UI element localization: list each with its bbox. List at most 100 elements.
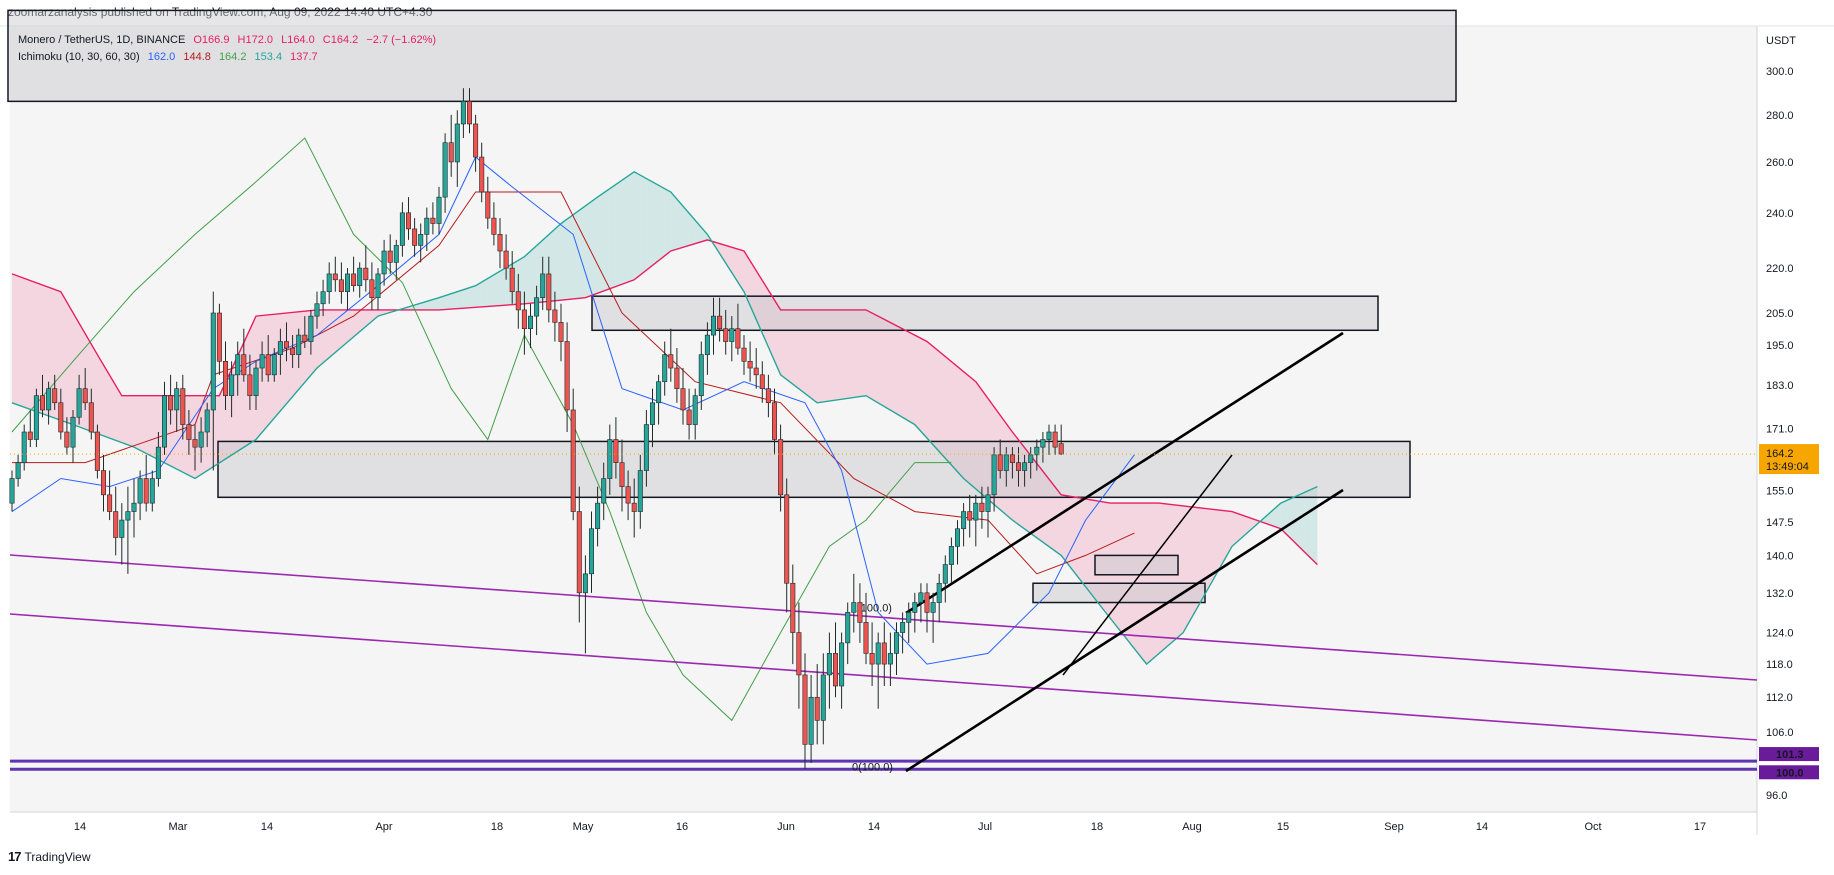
cloud-segment xyxy=(432,297,439,310)
price-tick-label: 300.0 xyxy=(1766,66,1794,78)
candle xyxy=(643,409,649,487)
channel-inner-line xyxy=(1062,454,1233,676)
cloud-segment xyxy=(1262,513,1269,525)
candle-body xyxy=(405,212,411,230)
candle xyxy=(466,88,472,134)
cloud-segment xyxy=(725,245,732,272)
time-tick-label: 15 xyxy=(1277,821,1289,833)
candle xyxy=(259,341,265,382)
level-price-label: 100.0 xyxy=(1776,767,1804,779)
candle xyxy=(881,622,887,686)
candle-body xyxy=(192,439,198,448)
cloud-segment xyxy=(615,180,622,287)
time-tick-label: Mar xyxy=(169,821,188,833)
candle xyxy=(405,197,411,240)
candle xyxy=(302,316,308,349)
cloud-segment xyxy=(664,188,671,256)
candle xyxy=(863,592,869,665)
cloud-segment xyxy=(719,243,726,263)
candle xyxy=(412,218,418,257)
candle xyxy=(424,207,430,252)
cloud-segment xyxy=(890,322,897,414)
price-zone xyxy=(1094,554,1179,576)
cloud-segment xyxy=(701,227,708,242)
candle xyxy=(576,486,582,623)
cloud-segment xyxy=(902,328,909,421)
candle-body xyxy=(21,431,27,463)
candle xyxy=(662,341,668,396)
cloud-segment xyxy=(347,309,354,342)
cloud-segment xyxy=(689,212,696,246)
price-tick-label: 140.0 xyxy=(1766,550,1794,562)
cloud-segment xyxy=(1244,515,1251,536)
candle xyxy=(33,388,39,448)
cloud-segment xyxy=(981,389,988,499)
candle xyxy=(320,279,326,317)
candle xyxy=(137,470,143,521)
candle-body xyxy=(357,267,363,286)
cloud-segment xyxy=(54,289,61,421)
candle xyxy=(491,202,497,246)
candle-body xyxy=(924,592,930,613)
candle xyxy=(363,245,369,292)
time-tick-label: 16 xyxy=(676,821,688,833)
candle-body xyxy=(961,511,967,530)
cloud-segment xyxy=(847,309,854,399)
candle xyxy=(900,612,906,654)
candle xyxy=(710,297,716,355)
candle-body xyxy=(546,273,552,311)
legend-ichimoku: Ichimoku (10, 30, 60, 30) 162.0 144.8 16… xyxy=(18,51,323,63)
price-tick-label: 171.0 xyxy=(1766,423,1794,435)
candle-body xyxy=(497,234,503,252)
candle xyxy=(588,511,594,593)
cloud-segment xyxy=(963,371,970,484)
candle-body xyxy=(875,642,881,665)
candle-body xyxy=(76,388,82,418)
candle xyxy=(1040,432,1046,463)
candle xyxy=(357,262,363,298)
candle-body xyxy=(540,273,546,298)
candle-body xyxy=(1046,431,1052,440)
candle xyxy=(845,602,851,665)
legend-symbol: Monero / TetherUS, 1D, BINANCE O166.9 H1… xyxy=(18,34,441,46)
candle xyxy=(741,335,747,375)
legend-close: C164.2 xyxy=(322,34,359,46)
candle-body xyxy=(1040,439,1046,448)
candle-body xyxy=(265,354,271,376)
cloud-segment xyxy=(42,284,49,416)
candle xyxy=(247,354,253,410)
cloud-segment xyxy=(1177,505,1184,638)
candle-body xyxy=(954,528,960,547)
candle xyxy=(369,262,375,310)
time-tick-label: Apr xyxy=(375,821,392,833)
time-tick-label: Jul xyxy=(978,821,992,833)
candle-body xyxy=(113,511,119,538)
candle-body xyxy=(521,309,527,330)
candle xyxy=(808,674,814,763)
candle-body xyxy=(210,312,216,411)
price-tick-label: 124.0 xyxy=(1766,628,1794,640)
candle xyxy=(936,573,942,623)
candle-body xyxy=(253,367,259,396)
candle xyxy=(893,622,899,675)
candle xyxy=(479,142,485,203)
candle-body xyxy=(601,478,607,504)
cloud-segment xyxy=(12,273,19,405)
candle xyxy=(717,297,723,342)
candle xyxy=(698,341,704,410)
fib-label: 1(100.0) xyxy=(851,602,892,614)
candle xyxy=(70,409,76,463)
candle xyxy=(338,262,344,304)
candle-body xyxy=(643,424,649,471)
cloud-segment xyxy=(274,313,281,418)
cloud-segment xyxy=(60,291,67,423)
cloud-segment xyxy=(670,191,677,252)
cloud-segment xyxy=(445,293,452,310)
candle-body xyxy=(180,388,186,425)
candle-body xyxy=(808,696,814,745)
candle-body xyxy=(479,156,485,193)
candle xyxy=(82,368,88,410)
cloud-segment xyxy=(146,395,153,457)
candle-body xyxy=(466,101,472,125)
candle xyxy=(515,273,521,329)
